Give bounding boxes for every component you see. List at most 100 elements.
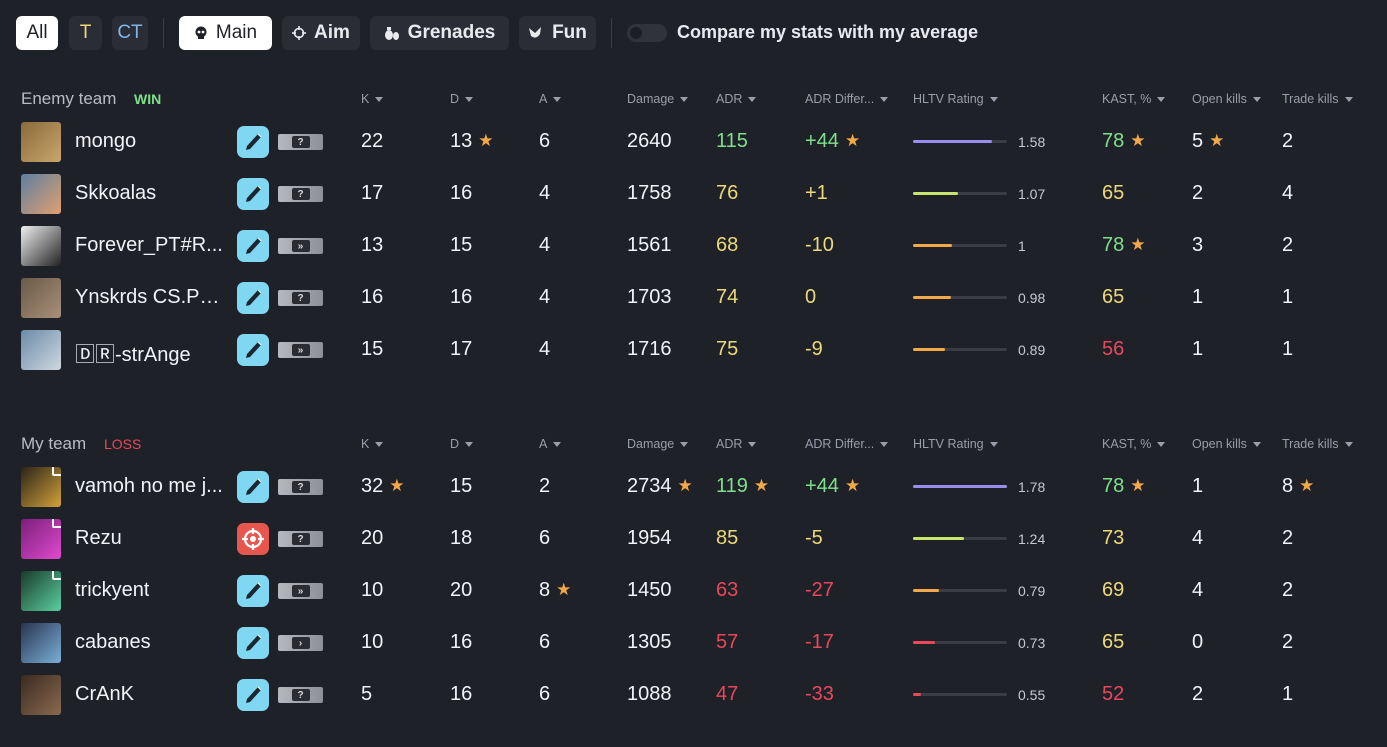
player-avatar[interactable] bbox=[21, 675, 61, 715]
rank-badge: » bbox=[278, 342, 323, 358]
column-header-adr[interactable]: ADR bbox=[716, 437, 757, 451]
kills-cell-value: 13 bbox=[361, 234, 384, 256]
trade-kills-cell-value: 1 bbox=[1282, 683, 1294, 705]
enemy-team-result: WIN bbox=[134, 91, 162, 107]
divider bbox=[163, 18, 164, 48]
player-avatar[interactable] bbox=[21, 467, 61, 507]
my-team-result: LOSS bbox=[104, 436, 142, 452]
column-header-d[interactable]: D bbox=[450, 437, 474, 451]
toggle-knob bbox=[630, 27, 642, 39]
player-avatar[interactable] bbox=[21, 226, 61, 266]
rank-badge: ? bbox=[278, 687, 323, 703]
crosshair-icon bbox=[241, 527, 265, 551]
column-header-kast[interactable]: KAST, % bbox=[1102, 92, 1166, 106]
open-kills-cell-value: 4 bbox=[1192, 527, 1204, 549]
side-filter-ct[interactable]: CT bbox=[112, 16, 148, 50]
column-header-a[interactable]: A bbox=[539, 437, 562, 451]
column-header-hltv[interactable]: HLTV Rating bbox=[913, 437, 998, 451]
trade-kills-cell-value: 2 bbox=[1282, 234, 1294, 256]
adr-cell-value: 74 bbox=[716, 286, 739, 308]
adr-diff-cell-value: -9 bbox=[805, 338, 823, 360]
player-row[interactable]: vamoh no me j...? 32 ★ 15 2 2734 ★ 119 ★ +44 ★ 1.78… bbox=[0, 467, 1387, 539]
column-header-trade-kills[interactable]: Trade kills bbox=[1282, 437, 1353, 451]
kast-cell: 52 bbox=[1102, 683, 1124, 706]
side-filter-all[interactable]: All bbox=[16, 16, 58, 50]
player-avatar[interactable] bbox=[21, 623, 61, 663]
player-avatar[interactable] bbox=[21, 278, 61, 318]
player-avatar[interactable] bbox=[21, 571, 61, 611]
column-header-adr-diff[interactable]: ADR Differ... bbox=[805, 437, 889, 451]
knife-icon bbox=[243, 132, 263, 152]
tab-main[interactable]: Main bbox=[179, 16, 272, 50]
player-name[interactable]: trickyent bbox=[75, 579, 150, 601]
player-name[interactable]: mongo bbox=[75, 130, 137, 152]
player-avatar[interactable] bbox=[21, 122, 61, 162]
column-header-open-kills[interactable]: Open kills bbox=[1192, 437, 1261, 451]
player-row[interactable]: trickyent» 10 20 8 ★ 1450 63 -27 0.79 69 4 2 bbox=[0, 571, 1387, 643]
sort-caret-icon bbox=[989, 97, 998, 103]
player-name[interactable]: vamoh no me j... bbox=[75, 475, 223, 497]
player-row[interactable]: CrAnK? 5 16 6 1088 47 -33 0.55 52 2 1 bbox=[0, 675, 1387, 747]
column-header-adr[interactable]: ADR bbox=[716, 92, 757, 106]
deaths-cell: 17 bbox=[450, 338, 472, 361]
adr-cell: 74 bbox=[716, 286, 738, 309]
bird-icon bbox=[528, 25, 544, 41]
player-row[interactable]: 🄳🅁-strAnge » 15 17 4 1716 75 -9 0.89 56 1 1 bbox=[0, 330, 1387, 402]
kast-cell-value: 56 bbox=[1102, 338, 1125, 360]
column-header-d[interactable]: D bbox=[450, 92, 474, 106]
column-header-kast[interactable]: KAST, % bbox=[1102, 437, 1166, 451]
tab-aim[interactable]: Aim bbox=[282, 16, 360, 50]
column-header-k[interactable]: K bbox=[361, 92, 384, 106]
player-avatar[interactable] bbox=[21, 174, 61, 214]
kast-cell: 65 bbox=[1102, 631, 1124, 654]
deaths-cell-value: 13 bbox=[450, 130, 473, 152]
player-name[interactable]: CrAnK bbox=[75, 683, 134, 705]
tab-grenades[interactable]: Grenades bbox=[370, 16, 509, 50]
player-name[interactable]: cabanes bbox=[75, 631, 151, 653]
tab-fun[interactable]: Fun bbox=[519, 16, 596, 50]
assists-cell-value: 6 bbox=[539, 130, 551, 152]
player-avatar[interactable] bbox=[21, 330, 61, 370]
knife-icon bbox=[243, 236, 263, 256]
column-header-damage[interactable]: Damage bbox=[627, 92, 689, 106]
player-row[interactable]: cabanes › 10 16 6 1305 57 -17 0.73 65 0 2 bbox=[0, 623, 1387, 695]
adr-cell: 85 bbox=[716, 527, 738, 550]
player-name[interactable]: Skkoalas bbox=[75, 182, 157, 204]
rank-badge: » bbox=[278, 238, 323, 254]
player-name[interactable]: 🄳🅁-strAnge bbox=[75, 344, 191, 366]
column-header-k[interactable]: K bbox=[361, 437, 384, 451]
player-avatar[interactable] bbox=[21, 519, 61, 559]
kills-cell-value: 17 bbox=[361, 182, 384, 204]
player-row[interactable]: Rezu? 20 18 6 1954 85 -5 1.24 73 4 2 bbox=[0, 519, 1387, 591]
kast-cell-value: 78 bbox=[1102, 475, 1125, 497]
knife-icon bbox=[243, 288, 263, 308]
player-name[interactable]: Ynskrds CS.PRO bbox=[75, 286, 227, 308]
column-header-damage[interactable]: Damage bbox=[627, 437, 689, 451]
open-kills-cell: 4 bbox=[1192, 527, 1203, 550]
column-header-label: Damage bbox=[627, 92, 675, 106]
hltv-rating-value: 1.24 bbox=[1018, 531, 1046, 547]
column-header-hltv[interactable]: HLTV Rating bbox=[913, 92, 998, 106]
rank-badge: ? bbox=[278, 531, 323, 547]
player-row[interactable]: Ynskrds CS.PRO? 16 16 4 1703 74 0 0.98 65 1 1 bbox=[0, 278, 1387, 350]
column-header-trade-kills[interactable]: Trade kills bbox=[1282, 92, 1353, 106]
column-header-adr-diff[interactable]: ADR Differ... bbox=[805, 92, 889, 106]
adr-cell-value: 57 bbox=[716, 631, 739, 653]
column-header-open-kills[interactable]: Open kills bbox=[1192, 92, 1261, 106]
player-row[interactable]: mongo? 22 13 ★ 6 2640 115 +44 ★ 1.58 78 ★ 5 ★ 2 bbox=[0, 122, 1387, 194]
column-header-a[interactable]: A bbox=[539, 92, 562, 106]
tab-main-label: Main bbox=[215, 22, 258, 43]
open-kills-cell-value: 4 bbox=[1192, 579, 1204, 601]
player-row[interactable]: Forever_PT#R... » 13 15 4 1561 68 -10 1 78 ★ 3 2 bbox=[0, 226, 1387, 298]
sort-caret-icon bbox=[880, 442, 889, 448]
hltv-rating-fill bbox=[913, 192, 958, 195]
open-kills-cell-value: 1 bbox=[1192, 286, 1204, 308]
player-role-badge bbox=[237, 126, 269, 158]
player-name[interactable]: Forever_PT#R... bbox=[75, 234, 223, 256]
player-row[interactable]: Skkoalas? 17 16 4 1758 76 +1 1.07 65 2 4 bbox=[0, 174, 1387, 246]
open-kills-cell-value: 0 bbox=[1192, 631, 1204, 653]
side-filter-t[interactable]: T bbox=[69, 16, 102, 50]
player-name[interactable]: Rezu bbox=[75, 527, 122, 549]
hltv-rating-fill bbox=[913, 140, 992, 143]
compare-toggle[interactable] bbox=[627, 24, 667, 42]
